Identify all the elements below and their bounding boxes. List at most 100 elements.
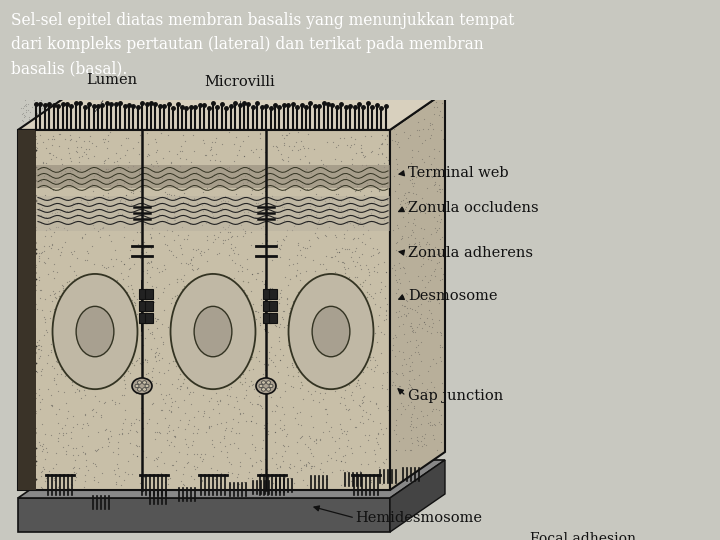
Point (107, 325, 118, 334)
Point (109, 469, 121, 478)
Point (35, 176, 47, 185)
Point (99, 134, 111, 143)
Point (119, 313, 130, 322)
Point (122, 360, 134, 369)
Point (41, 327, 53, 336)
Point (387, 98, 399, 107)
Point (387, 346, 398, 354)
Point (403, 367, 415, 375)
Point (27, 240, 38, 248)
Point (260, 212, 271, 220)
Point (387, 92, 399, 101)
Point (384, 110, 395, 118)
Point (361, 261, 372, 270)
Point (179, 332, 190, 340)
Point (418, 115, 429, 124)
Point (261, 313, 272, 321)
Point (34, 441, 45, 449)
Point (14, 328, 25, 337)
Point (431, 187, 442, 195)
Point (338, 94, 349, 103)
Point (194, 165, 206, 173)
Point (433, 109, 444, 118)
Point (18, 150, 30, 159)
Point (210, 367, 221, 375)
Point (302, 286, 313, 294)
Point (24, 349, 36, 358)
Point (323, 293, 334, 301)
Point (239, 373, 251, 382)
Point (171, 278, 182, 286)
Point (418, 440, 430, 448)
Point (187, 429, 199, 437)
Point (23, 191, 35, 200)
Point (413, 132, 425, 140)
Point (356, 161, 367, 170)
Point (286, 358, 297, 367)
Point (333, 434, 345, 442)
Point (193, 121, 204, 130)
Point (27, 321, 38, 330)
Point (276, 403, 288, 411)
Point (256, 113, 268, 122)
Point (14, 213, 25, 221)
Point (26, 218, 37, 227)
Point (242, 356, 253, 364)
Point (365, 209, 377, 218)
Point (55, 155, 66, 164)
Point (249, 115, 261, 124)
Point (348, 234, 360, 242)
Point (204, 326, 216, 335)
Point (84, 121, 95, 130)
Point (30, 152, 41, 161)
Point (62, 441, 73, 449)
Point (241, 352, 253, 360)
Point (390, 271, 401, 280)
Point (99, 107, 111, 116)
Point (179, 396, 190, 405)
Point (56, 184, 68, 193)
Point (14, 289, 26, 298)
Point (182, 420, 194, 428)
Point (342, 436, 354, 445)
Point (17, 262, 28, 271)
Point (212, 312, 224, 320)
Point (358, 398, 369, 407)
Point (161, 429, 173, 437)
Point (59, 166, 71, 175)
Point (217, 105, 229, 113)
Point (19, 427, 31, 436)
Point (364, 280, 376, 289)
Point (76, 345, 88, 354)
Point (280, 432, 292, 441)
Point (222, 448, 233, 456)
Point (19, 475, 30, 483)
Point (359, 114, 370, 123)
Point (35, 106, 46, 115)
Point (141, 356, 153, 364)
Point (99, 426, 110, 435)
Point (93, 98, 104, 107)
Point (97, 191, 109, 199)
Point (215, 366, 226, 374)
Point (66, 324, 77, 333)
Point (194, 321, 205, 330)
Point (186, 441, 198, 449)
Point (254, 117, 266, 126)
Point (14, 243, 25, 252)
Point (78, 137, 89, 146)
Point (357, 406, 369, 414)
Point (84, 117, 96, 126)
Point (61, 414, 73, 422)
Point (367, 382, 379, 391)
Point (17, 348, 28, 357)
Point (17, 431, 28, 440)
Point (310, 92, 322, 101)
Point (58, 206, 69, 215)
Point (50, 449, 61, 458)
Point (192, 116, 203, 125)
Point (246, 440, 258, 448)
Point (267, 469, 279, 478)
Point (276, 426, 288, 434)
Point (186, 333, 198, 342)
